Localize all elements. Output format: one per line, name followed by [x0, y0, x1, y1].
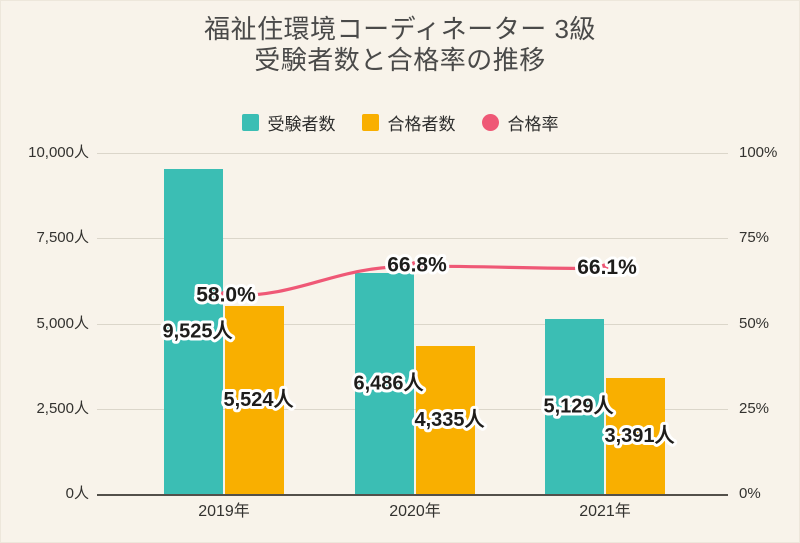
- bar-applicants-2019年: [164, 169, 223, 494]
- bar-applicants-2021年: [545, 319, 604, 494]
- y-axis-left-tick: 7,500人: [36, 229, 89, 247]
- legend-item-0: 受験者数: [241, 110, 336, 135]
- y-axis-right-tick: 0%: [739, 485, 761, 502]
- pass-rate-label-2021年: 66.1%: [577, 256, 637, 279]
- chart-title: 福祉住環境コーディネーター 3級 受験者数と合格率の推移: [1, 14, 799, 76]
- legend-label: 合格率: [507, 114, 559, 134]
- pass-rate-line: [222, 264, 607, 298]
- x-axis-label: 2020年: [389, 503, 441, 520]
- y-axis-right-tick: 75%: [739, 229, 770, 247]
- legend-label: 受験者数: [267, 114, 336, 134]
- pass-rate-point-2021年: [599, 263, 611, 274]
- y-axis-left-tick: 2,500人: [36, 399, 89, 417]
- bar-passers-2020年: [416, 346, 475, 494]
- x-axis-label: 2019年: [198, 503, 250, 520]
- y-axis-right-tick: 25%: [739, 399, 770, 417]
- legend-circle-icon: [481, 113, 499, 131]
- x-axis-label: 2021年: [579, 503, 631, 520]
- chart-legend: 受験者数 合格者数 合格率: [1, 106, 799, 138]
- y-axis-left-tick: 0人: [65, 485, 89, 502]
- bar-passers-2019年: [225, 305, 284, 494]
- bar-passers-2021年: [606, 378, 665, 494]
- y-axis-right-tick: 50%: [739, 314, 770, 332]
- legend-label: 合格者数: [387, 114, 456, 134]
- legend-square-icon: [361, 113, 379, 131]
- legend-item-1: 合格者数: [361, 110, 456, 135]
- pass-rate-point-2020年: [409, 261, 421, 272]
- y-axis-left-tick: 10,000人: [28, 144, 89, 161]
- gridline: [97, 153, 728, 154]
- legend-square-icon: [241, 113, 259, 131]
- gridline: [97, 238, 728, 240]
- chart-title-line1: 福祉住環境コーディネーター 3級: [204, 14, 596, 44]
- bar-applicants-2020年: [355, 272, 414, 494]
- x-axis-line: [97, 493, 728, 496]
- chart-title-line2: 受験者数と合格率の推移: [254, 45, 546, 75]
- y-axis-right-tick: 100%: [739, 144, 778, 161]
- y-axis-left-tick: 5,000人: [36, 314, 89, 332]
- legend-item-2: 合格率: [481, 110, 559, 135]
